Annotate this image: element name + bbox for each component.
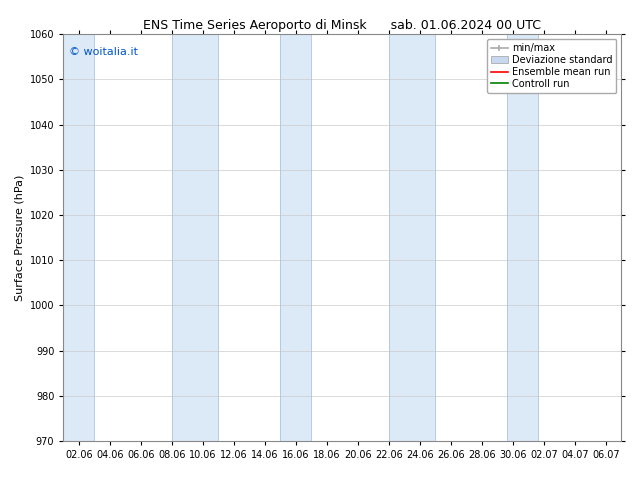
Title: ENS Time Series Aeroporto di Minsk      sab. 01.06.2024 00 UTC: ENS Time Series Aeroporto di Minsk sab. … — [143, 19, 541, 32]
Text: © woitalia.it: © woitalia.it — [69, 47, 138, 56]
Legend: min/max, Deviazione standard, Ensemble mean run, Controll run: min/max, Deviazione standard, Ensemble m… — [487, 39, 616, 93]
Bar — [63, 34, 94, 441]
Bar — [507, 34, 538, 441]
Bar — [389, 34, 436, 441]
Bar — [280, 34, 311, 441]
Y-axis label: Surface Pressure (hPa): Surface Pressure (hPa) — [14, 174, 24, 301]
Bar — [172, 34, 218, 441]
